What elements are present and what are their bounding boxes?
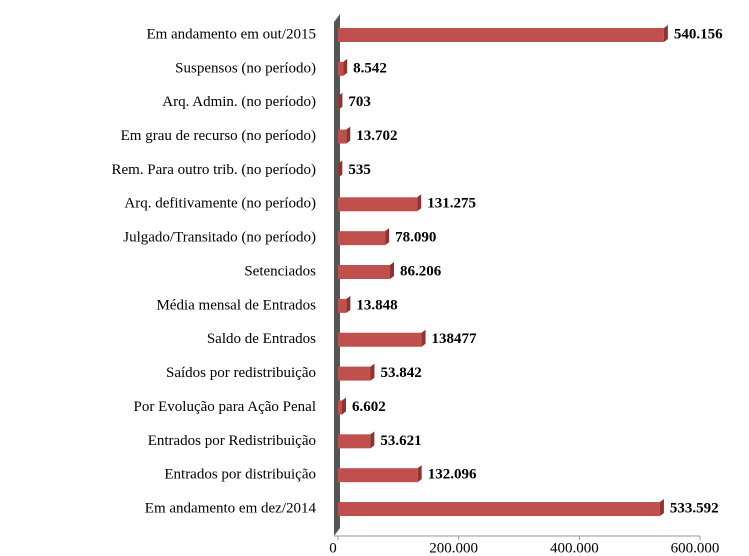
- bar-side: [663, 25, 668, 42]
- y-tick-label: Entrados por Redistribuição: [148, 433, 316, 449]
- x-tick-label: 400.000: [550, 540, 599, 556]
- y-tick-label: Entrados por distribuição: [164, 467, 316, 483]
- bar: [338, 61, 344, 76]
- y-tick-label: Rem. Para outro trib. (no período): [111, 162, 316, 178]
- bar: [338, 502, 660, 517]
- y-tick-label: Julgado/Transitado (no período): [123, 230, 316, 246]
- x-tick-label: 200.000: [429, 540, 478, 556]
- bar: [338, 400, 342, 415]
- value-label: 138477: [432, 331, 478, 347]
- value-label: 53.621: [380, 433, 421, 449]
- value-label: 703: [348, 94, 371, 110]
- bar-side: [370, 363, 375, 381]
- y-tick-label: Setenciados: [244, 263, 316, 279]
- value-label: 132.096: [428, 467, 477, 483]
- y-tick-label: Saldo de Entrados: [207, 331, 316, 347]
- bar: [338, 265, 391, 280]
- bar-side: [346, 126, 351, 144]
- y-tick-label: Em andamento em out/2015: [146, 26, 316, 42]
- bar-side: [417, 194, 422, 212]
- bar: [338, 197, 418, 212]
- bar-side: [338, 92, 343, 110]
- value-label: 533.592: [670, 500, 719, 516]
- bar: [338, 129, 347, 144]
- bar-side: [417, 465, 422, 483]
- value-label: 13.848: [356, 297, 397, 313]
- x-tick-label: 0: [329, 540, 337, 556]
- bar-side: [421, 329, 426, 347]
- bar-side: [341, 397, 346, 415]
- bar: [338, 332, 422, 347]
- bar: [338, 366, 371, 381]
- y-tick-label: Média mensal de Entrados: [156, 297, 316, 313]
- bar-side: [390, 262, 395, 280]
- bar-side: [370, 431, 375, 449]
- y-tick-label: Suspensos (no período): [175, 60, 316, 76]
- bar: [338, 468, 418, 483]
- bar-side: [338, 160, 343, 178]
- y-tick-label: Arq. Admin. (no período): [162, 94, 316, 110]
- bar-side: [659, 499, 664, 517]
- bar: [338, 28, 664, 42]
- y-tick-label: Por Evolução para Ação Penal: [134, 399, 316, 415]
- value-label: 78.090: [395, 230, 436, 246]
- value-label: 540.156: [674, 26, 723, 42]
- value-label: 53.842: [380, 365, 421, 381]
- x-tick-label: 600.000: [671, 540, 720, 556]
- bar-side: [343, 58, 348, 76]
- y-tick-label: Saídos por redistribuição: [166, 365, 316, 381]
- value-label: 131.275: [427, 196, 476, 212]
- bar: [338, 298, 347, 313]
- value-label: 535: [348, 162, 371, 178]
- bar: [338, 434, 371, 449]
- value-label: 6.602: [352, 399, 386, 415]
- bar-side: [385, 228, 390, 246]
- value-label: 8.542: [353, 60, 387, 76]
- value-label: 86.206: [400, 263, 442, 279]
- y-tick-label: Arq. defitivamente (no período): [124, 196, 316, 212]
- y-tick-label: Em grau de recurso (no período): [121, 128, 316, 144]
- bar-side: [346, 295, 351, 313]
- bar: [338, 231, 386, 246]
- value-label: 13.702: [356, 128, 397, 144]
- y-tick-label: Em andamento em dez/2014: [145, 500, 317, 516]
